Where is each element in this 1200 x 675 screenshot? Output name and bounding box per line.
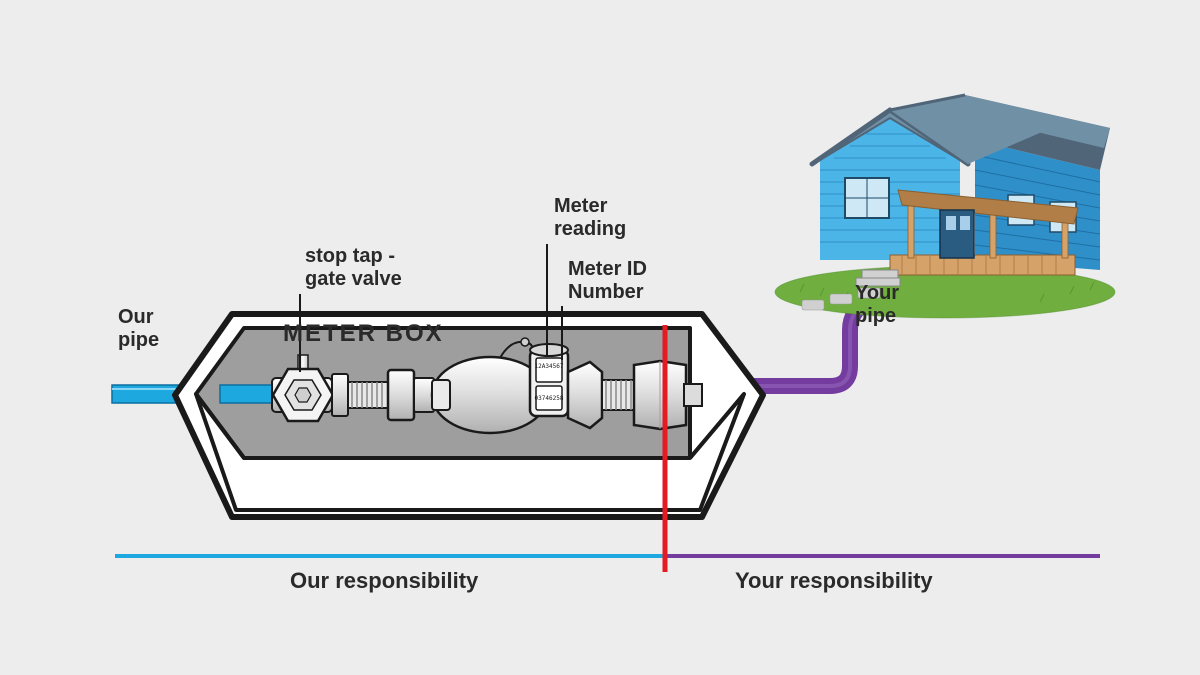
meter-id-digits: 12A34567 <box>535 363 564 370</box>
diagram-canvas: 12A34567 03746258 <box>0 0 1200 675</box>
meter-id-label: Meter IDNumber <box>568 258 647 304</box>
our-responsibility-label: Our responsibility <box>290 568 478 593</box>
meter-box-title: METER BOX <box>283 320 444 348</box>
your-responsibility-label: Your responsibility <box>735 568 933 593</box>
inner-blue-pipe <box>220 385 275 403</box>
meter-reading-digits: 03746258 <box>535 395 564 402</box>
meter-reading-label: Meterreading <box>554 195 626 241</box>
house-illustration <box>775 95 1115 318</box>
our-pipe-label: Ourpipe <box>118 306 159 352</box>
your-pipe-label: Yourpipe <box>855 282 899 328</box>
stop-tap-label: stop tap -gate valve <box>305 245 402 291</box>
